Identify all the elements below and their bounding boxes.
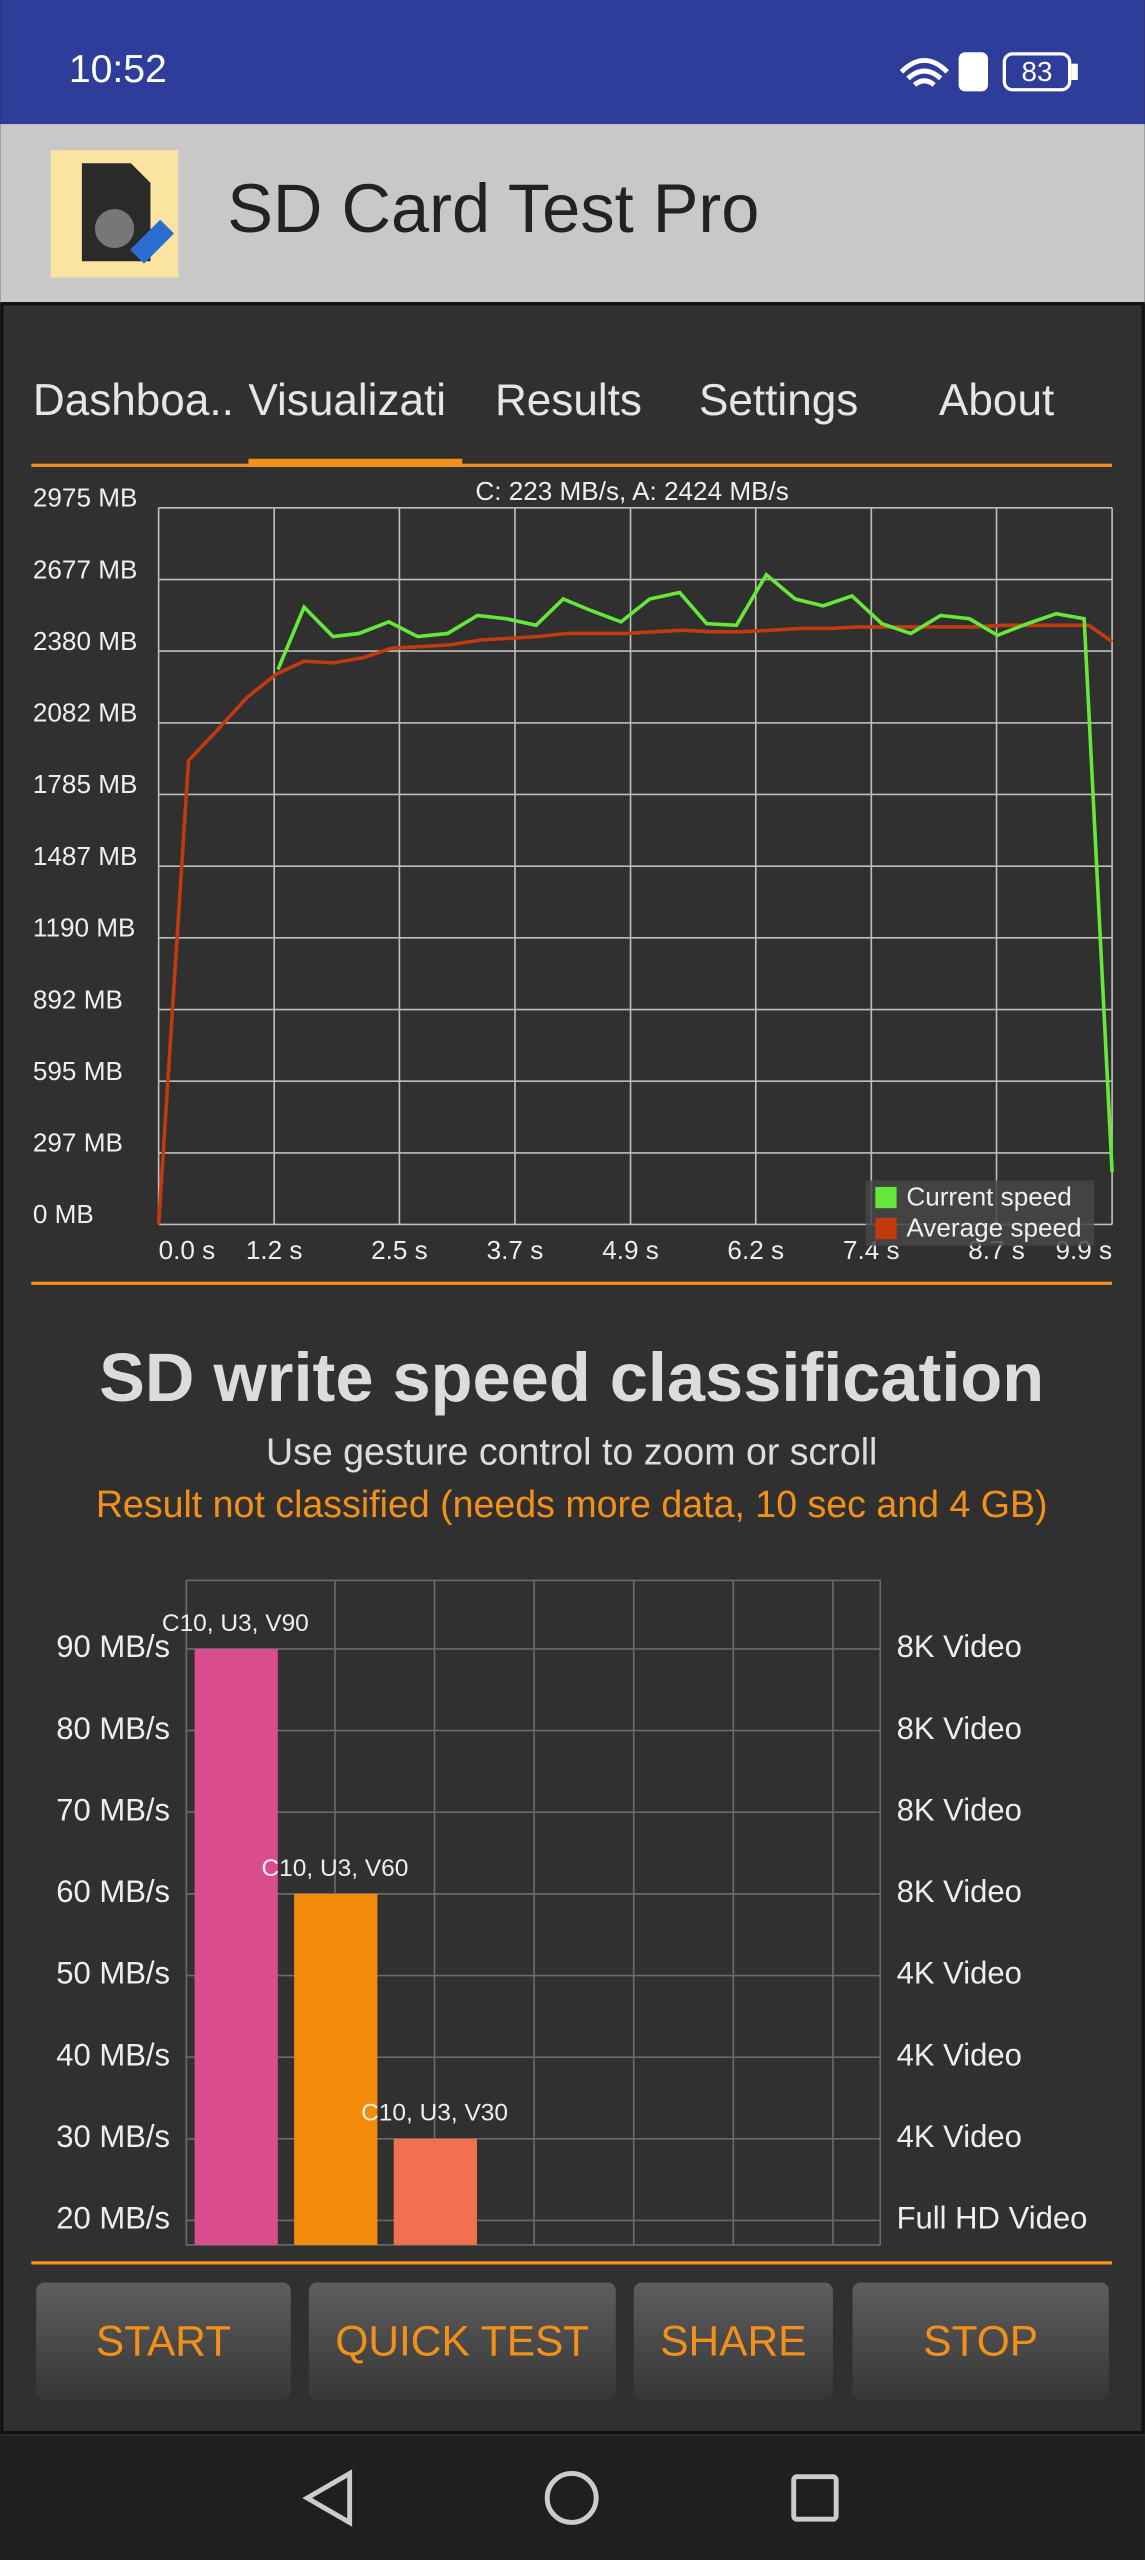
y-tick-label: 2677 MB (33, 554, 138, 584)
right-label: 4K Video (897, 1956, 1022, 1991)
x-tick-label: 1.2 s (246, 1235, 303, 1265)
class-chart: 20 MB/s Full HD Video 30 MB/s 4K Video 40 MB… (56, 1579, 1088, 2246)
right-label: 8K Video (897, 1629, 1022, 1664)
x-tick-label: 6.2 s (727, 1235, 784, 1265)
line-series (156, 623, 1114, 1225)
legend-label: Current speed (906, 1181, 1071, 1211)
wifi-icon (899, 57, 949, 87)
tab[interactable]: Settings (699, 376, 858, 425)
tab[interactable]: Visualizati (248, 376, 446, 425)
button-row: START QUICK TEST SHARE STOP (36, 2282, 1109, 2400)
tab-bar: Dashboa.. Visualizati Results Settings About (33, 376, 1054, 425)
battery-tip (1071, 63, 1078, 80)
clock: 10:52 (69, 48, 167, 91)
legend-swatch (875, 1217, 897, 1240)
y-tick-label: 595 MB (33, 1056, 123, 1086)
line-series (276, 571, 1114, 1173)
button-label[interactable]: QUICK TEST (335, 2318, 589, 2365)
y-tick-label: 0 MB (33, 1199, 94, 1229)
chart-annotation: C: 223 MB/s, A: 2424 MB/s (475, 476, 788, 506)
y-tick-label: 90 MB/s (56, 1629, 170, 1664)
button-label[interactable]: STOP (923, 2318, 1038, 2365)
y-tick-label: 2975 MB (33, 482, 138, 512)
button-label[interactable]: START (96, 2318, 231, 2365)
y-tick-label: 2380 MB (33, 626, 138, 656)
legend-box (865, 1180, 1095, 1246)
y-tick-label: 1785 MB (33, 769, 138, 799)
right-label: 4K Video (897, 2037, 1022, 2072)
y-tick-label: 70 MB/s (56, 1792, 170, 1827)
bar-label: C10, U3, V60 (261, 1855, 408, 1882)
app-title: SD Card Test Pro (227, 170, 759, 247)
bar-label: C10, U3, V90 (162, 1610, 309, 1637)
right-label: 8K Video (897, 1711, 1022, 1746)
y-tick-label: 1487 MB (33, 841, 138, 871)
status-text: Result not classified (needs more data, … (96, 1483, 1048, 1525)
back-button[interactable] (302, 2469, 353, 2527)
x-tick-label: 3.7 s (487, 1235, 544, 1265)
battery-level: 83 (1022, 56, 1053, 87)
recents-button[interactable] (791, 2474, 839, 2522)
tab[interactable]: Results (495, 376, 642, 425)
battery-icon (1002, 52, 1072, 92)
separator (31, 463, 1113, 467)
tab[interactable]: Dashboa.. (33, 376, 234, 425)
y-tick-label: 892 MB (33, 984, 123, 1014)
logo-dial (94, 208, 135, 249)
button[interactable] (308, 2282, 616, 2400)
y-tick-label: 80 MB/s (56, 1711, 170, 1746)
alert-icon (958, 52, 989, 92)
tab-indicator (248, 458, 463, 467)
button[interactable] (852, 2282, 1109, 2400)
x-tick-label: 4.9 s (602, 1235, 659, 1265)
status-bar (0, 0, 1145, 125)
bar-label: C10, U3, V30 (361, 2100, 508, 2127)
y-tick-label: 60 MB/s (56, 1874, 170, 1909)
content-panel (0, 302, 1145, 2435)
button[interactable] (633, 2282, 833, 2400)
tab[interactable]: About (939, 376, 1054, 425)
y-tick-label: 50 MB/s (56, 1956, 170, 1991)
right-label: Full HD Video (897, 2201, 1088, 2236)
bar (393, 2138, 477, 2245)
section-title: SD write speed classification (99, 1339, 1044, 1416)
y-tick-label: 1190 MB (33, 913, 136, 943)
app-bar (0, 124, 1145, 304)
logo-badge (130, 219, 175, 264)
y-tick-label: 297 MB (33, 1128, 123, 1158)
legend-swatch (875, 1186, 897, 1209)
button-label[interactable]: SHARE (660, 2318, 806, 2365)
separator (31, 1281, 1113, 1285)
right-label: 4K Video (897, 2119, 1022, 2154)
y-tick-label: 40 MB/s (56, 2037, 170, 2072)
y-tick-label: 30 MB/s (56, 2119, 170, 2154)
home-button[interactable] (544, 2471, 599, 2525)
nav-bar (0, 2435, 1145, 2560)
right-label: 8K Video (897, 1792, 1022, 1827)
legend-label: Average speed (906, 1212, 1081, 1242)
bar (294, 1893, 378, 2245)
x-tick-label: 2.5 s (371, 1235, 428, 1265)
right-label: 8K Video (897, 1874, 1022, 1909)
y-tick-label: 20 MB/s (56, 2201, 170, 2236)
hint-text: Use gesture control to zoom or scroll (266, 1431, 877, 1473)
separator (31, 2261, 1113, 2265)
speed-chart: 0 MB 297 MB 595 MB 892 MB 1190 MB 1487 MB 1785… (33, 476, 1114, 1265)
y-tick-label: 2082 MB (33, 698, 138, 728)
x-tick-label: 0.0 s (159, 1235, 216, 1265)
bar (194, 1648, 278, 2245)
button[interactable] (36, 2282, 291, 2400)
